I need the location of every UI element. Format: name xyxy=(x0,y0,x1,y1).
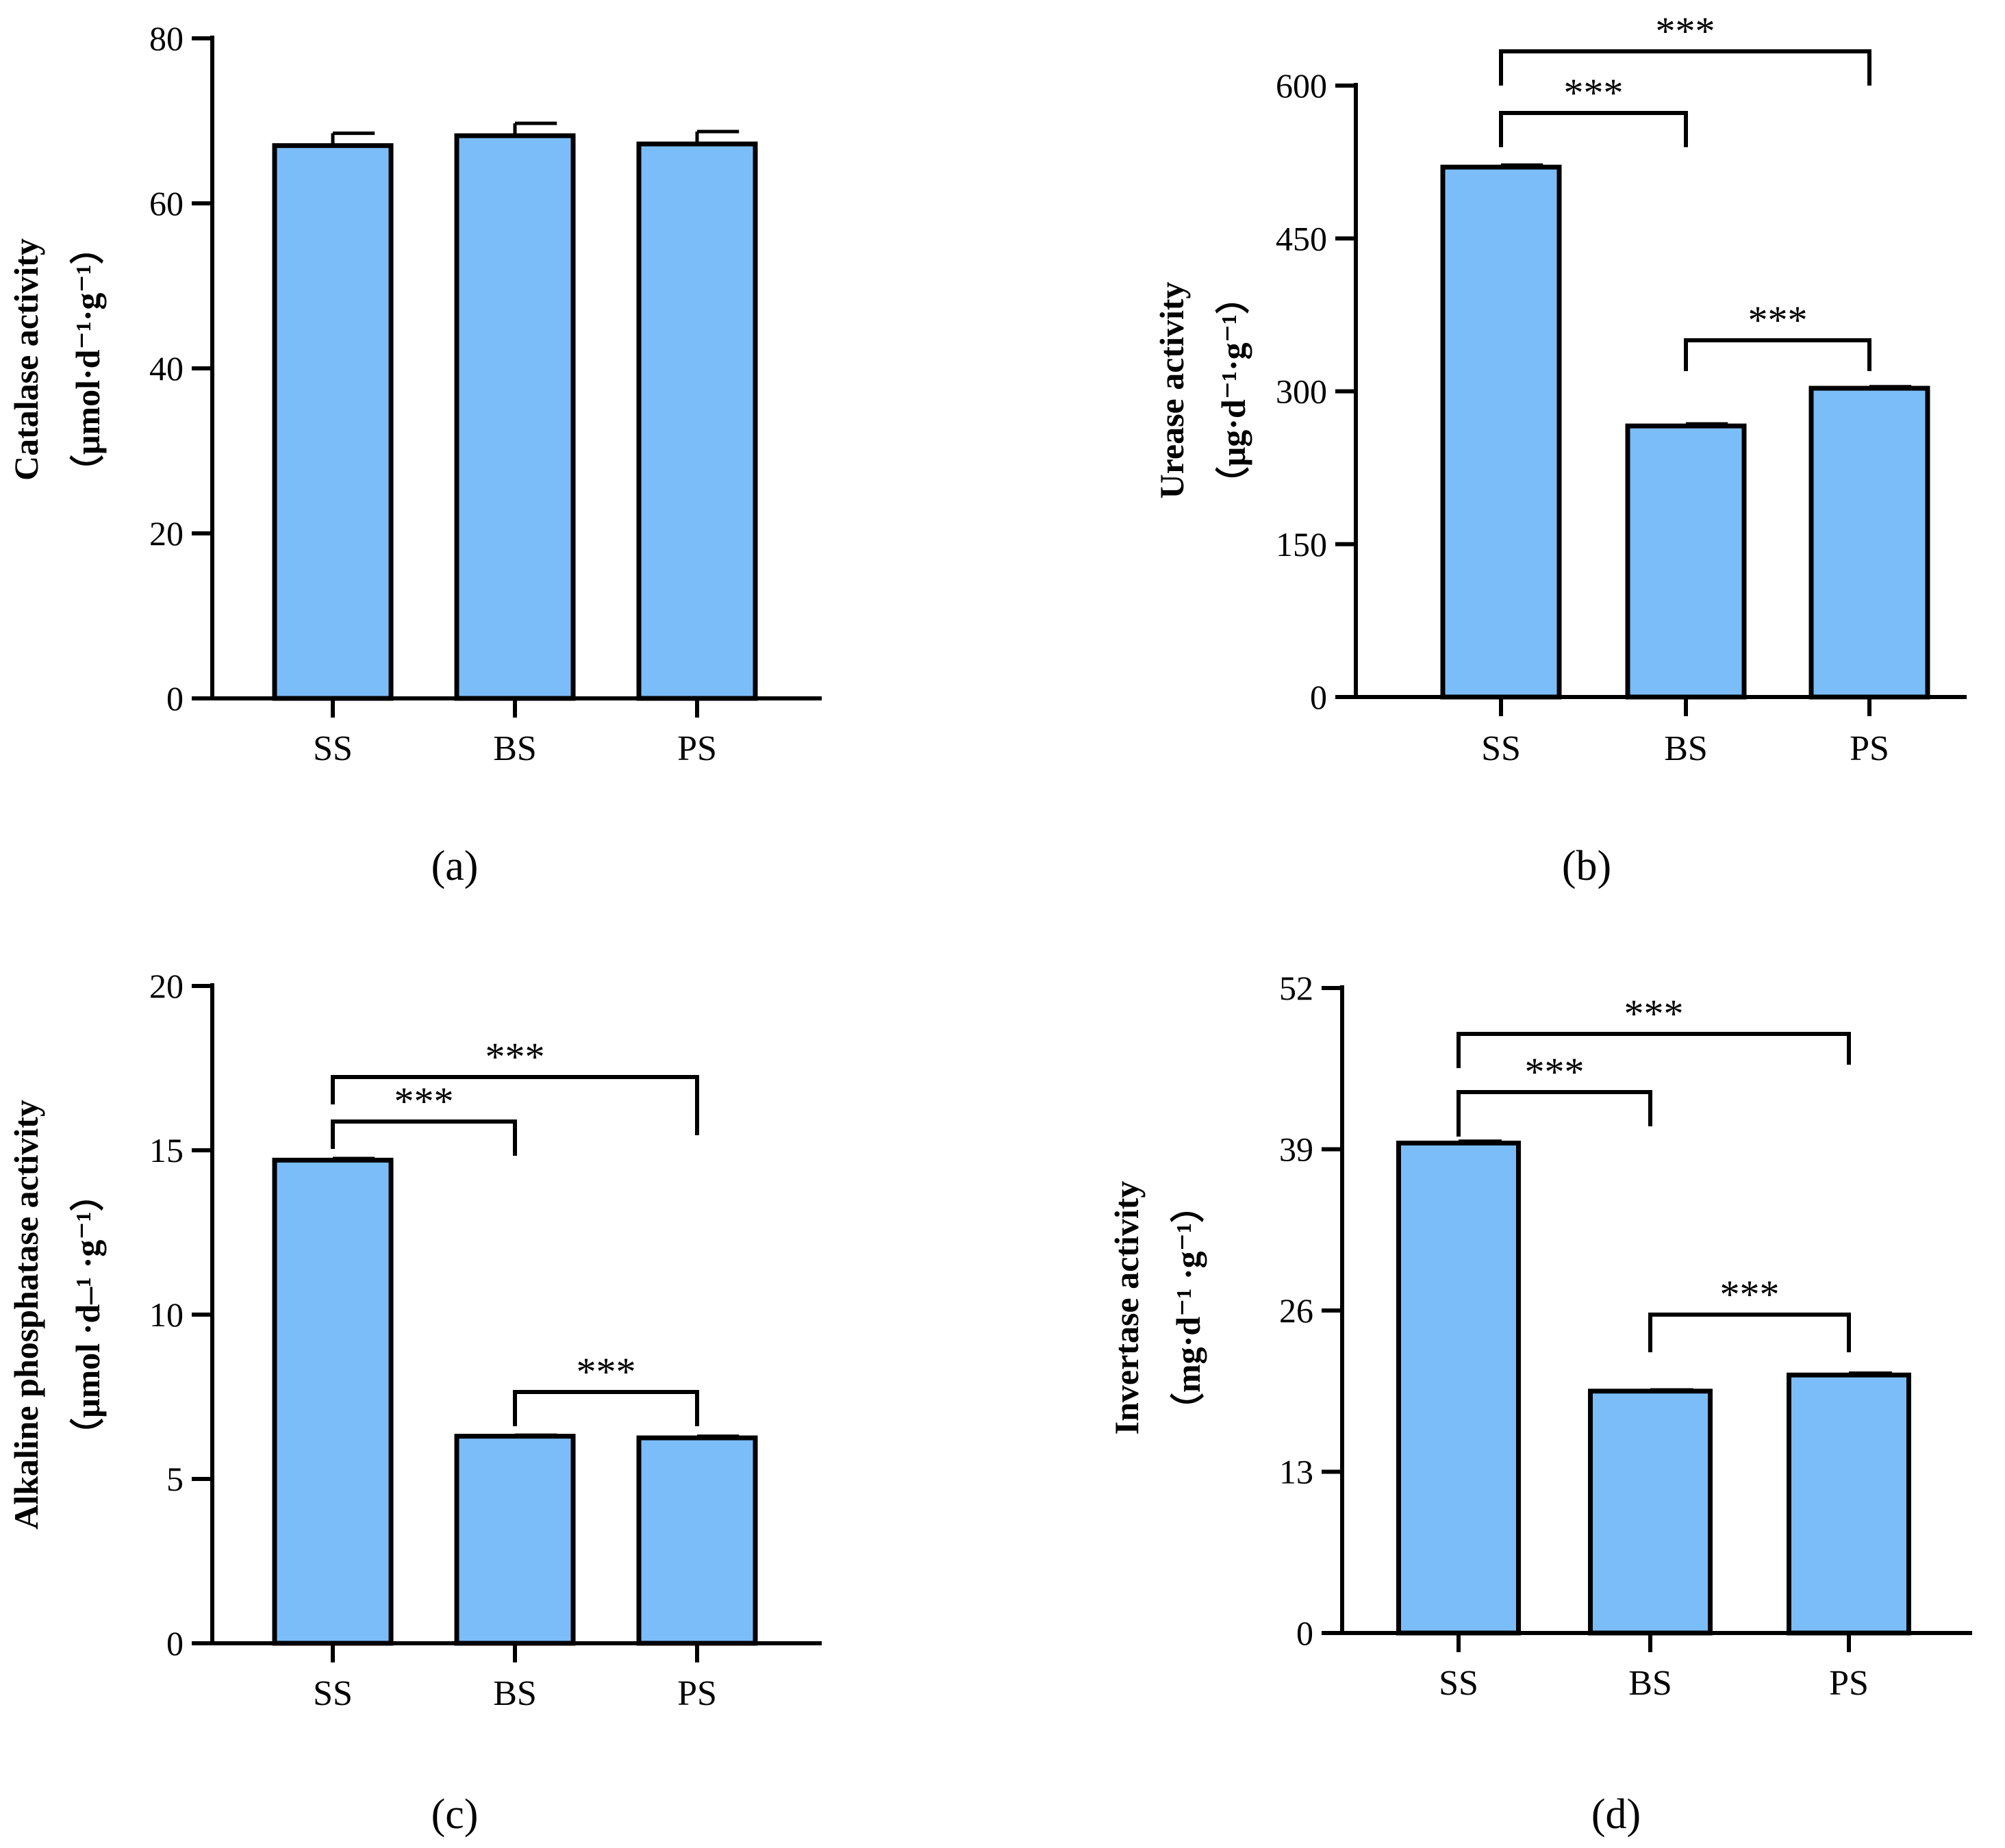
significance-label: *** xyxy=(394,1079,454,1124)
bar-SS xyxy=(1396,1140,1521,1636)
significance-bracket xyxy=(1457,1032,1851,1068)
significance-bracket xyxy=(513,1390,699,1426)
chart-panel-a: 0 20 40 60 80 SS BS PS Catalase activity （μmol·d⁻… xyxy=(7,19,822,889)
y-tick-label: 39 xyxy=(1279,1130,1313,1169)
significance-bracket xyxy=(1499,49,1871,86)
y-tick-label: 60 xyxy=(149,184,184,223)
y-tick-label: 15 xyxy=(149,1131,184,1169)
significance-label: *** xyxy=(486,1035,545,1079)
x-tick-label-SS: SS xyxy=(313,1674,353,1713)
chart-panel-b: 0 150 300 450 600 SS BS PS Urease activity （μg·d⁻… xyxy=(1152,9,1967,889)
y-tick-label: 80 xyxy=(149,19,184,58)
x-tick-label-BS: BS xyxy=(493,1674,537,1713)
significance-label: *** xyxy=(1748,298,1808,342)
significance-label: *** xyxy=(1656,9,1715,53)
y-tick-label: 150 xyxy=(1276,525,1327,564)
y-tick-label: 5 xyxy=(166,1460,184,1498)
significance-label: *** xyxy=(1720,1272,1780,1317)
x-tick-label-PS: PS xyxy=(677,729,717,768)
y-tick-label: 20 xyxy=(149,967,184,1005)
y-tick-label: 300 xyxy=(1276,372,1327,411)
x-tick-label-BS: BS xyxy=(1628,1664,1672,1703)
y-tick-label: 10 xyxy=(149,1295,184,1334)
y-axis-label: Invertase activity xyxy=(1107,1181,1146,1435)
y-axis-unit-label: （μg·d⁻¹·g⁻¹） xyxy=(1214,280,1252,501)
significance-label: *** xyxy=(1624,991,1684,1036)
panel-label: (b) xyxy=(1562,843,1611,889)
bar-BS xyxy=(1625,423,1747,700)
chart-panel-d: 0 13 26 39 52 SS BS PS Invertase activity （mg·d⁻¹… xyxy=(1107,969,1972,1838)
y-axis-label: Alkaline phosphatase activity xyxy=(7,1100,45,1530)
y-tick-label: 0 xyxy=(1310,678,1327,716)
panel-label: (d) xyxy=(1591,1791,1641,1838)
significance-bracket xyxy=(1648,1313,1851,1352)
y-axis-label: Catalase activity xyxy=(7,238,45,481)
y-axis-unit-label: （mg·d⁻¹ ·g⁻¹） xyxy=(1169,1189,1207,1427)
y-tick-label: 40 xyxy=(149,349,184,388)
significance-label: *** xyxy=(1564,71,1624,115)
y-axis-unit-label: （μmol ·d–¹ ·g⁻¹） xyxy=(68,1177,107,1452)
bar-SS xyxy=(272,1157,394,1646)
bar-PS xyxy=(1808,385,1930,700)
significance-bracket xyxy=(1499,111,1688,147)
y-axis-label: Urease activity xyxy=(1152,281,1191,498)
y-tick-label: 450 xyxy=(1276,219,1327,257)
y-tick-label: 13 xyxy=(1279,1453,1313,1491)
y-tick-label: 52 xyxy=(1279,969,1313,1007)
significance-label: *** xyxy=(577,1350,636,1394)
panel-label: (c) xyxy=(431,1791,479,1838)
bar-PS xyxy=(636,141,758,701)
significance-bracket xyxy=(331,1119,517,1156)
chart-panel-c: 0 5 10 15 20 SS BS PS Alkaline phosphatase activ… xyxy=(7,967,822,1838)
y-tick-label: 0 xyxy=(166,679,184,718)
x-tick-label-PS: PS xyxy=(1829,1664,1869,1703)
x-tick-label-SS: SS xyxy=(1481,729,1521,768)
bar-SS xyxy=(1440,164,1562,700)
y-tick-label: 20 xyxy=(149,514,184,553)
significance-bracket xyxy=(331,1075,699,1135)
panel-label: (a) xyxy=(431,843,479,889)
bar-SS xyxy=(272,143,394,701)
x-tick-label-BS: BS xyxy=(1664,729,1708,768)
y-tick-label: 600 xyxy=(1276,66,1327,105)
bar-BS xyxy=(454,1434,576,1646)
bar-BS xyxy=(1588,1389,1713,1636)
bar-PS xyxy=(636,1435,758,1646)
y-axis-unit-label: （μmol·d⁻¹·g⁻¹） xyxy=(68,230,107,489)
significance-label: *** xyxy=(1525,1050,1585,1094)
x-tick-label-PS: PS xyxy=(1850,729,1889,768)
x-tick-label-SS: SS xyxy=(313,729,353,768)
bar-BS xyxy=(454,133,576,701)
x-tick-label-SS: SS xyxy=(1439,1664,1478,1703)
significance-bracket xyxy=(1684,338,1871,371)
x-tick-label-PS: PS xyxy=(677,1674,717,1713)
bar-PS xyxy=(1787,1372,1911,1636)
x-tick-label-BS: BS xyxy=(493,729,537,768)
significance-bracket xyxy=(1457,1090,1652,1137)
y-tick-label: 0 xyxy=(1296,1614,1313,1652)
y-tick-label: 26 xyxy=(1279,1291,1313,1330)
y-tick-label: 0 xyxy=(166,1624,184,1662)
